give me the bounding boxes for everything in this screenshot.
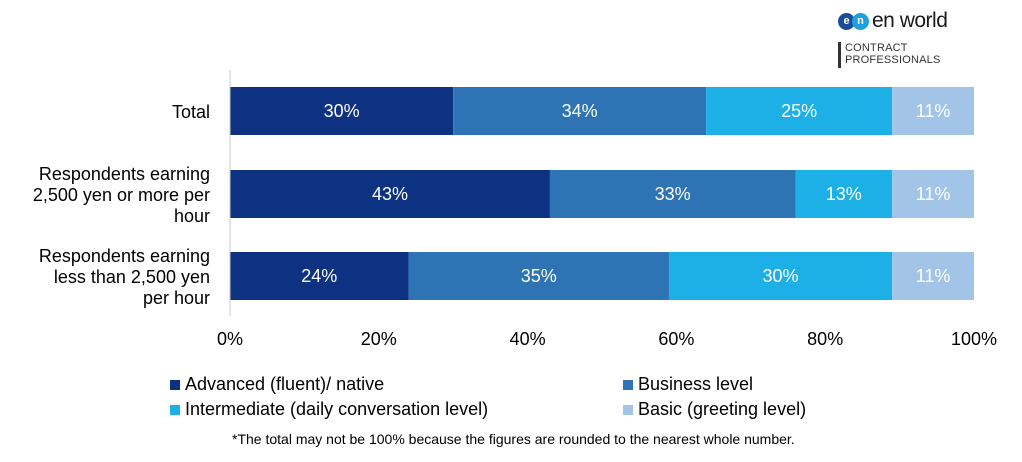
x-tick-label-4: 60% bbox=[658, 329, 694, 349]
legend-label-intermediate: Intermediate (daily conversation level) bbox=[185, 399, 489, 419]
data-label-1-series-4: 11% bbox=[916, 101, 951, 121]
data-label-1-series-3: 25% bbox=[781, 101, 817, 121]
x-tick-label-3: 40% bbox=[510, 329, 546, 349]
data-label-2-series-1: 43% bbox=[372, 184, 408, 204]
category-label-1-line-1: Total bbox=[172, 102, 210, 122]
logo-divider bbox=[838, 42, 841, 68]
category-label-2-line-1: Respondents earning bbox=[39, 164, 210, 184]
legend-swatch-intermediate bbox=[170, 404, 180, 415]
legend-swatch-advanced bbox=[170, 379, 180, 390]
x-tick-label-2: 20% bbox=[361, 329, 397, 349]
data-label-2-series-2: 33% bbox=[655, 184, 691, 204]
brand-logo: e n en world CONTRACT PROFESSIONALS bbox=[838, 8, 1008, 72]
bar-3-series-2 bbox=[408, 252, 669, 300]
logo-mark-letter-1: e bbox=[838, 12, 855, 30]
data-label-3-series-4: 11% bbox=[916, 266, 951, 286]
legend-label-advanced: Advanced (fluent)/ native bbox=[185, 374, 385, 394]
data-label-3-series-2: 35% bbox=[521, 266, 557, 286]
bar-3-series-3 bbox=[668, 252, 893, 300]
data-label-3-series-1: 24% bbox=[301, 266, 337, 286]
bar-2-series-2 bbox=[549, 170, 796, 218]
bar-1-series-3 bbox=[706, 87, 893, 135]
logo-subtitle-line-1: CONTRACT bbox=[845, 42, 908, 54]
bar-3-series-4 bbox=[892, 252, 974, 300]
logo-mark-icon: e n bbox=[838, 12, 869, 30]
x-tick-label-5: 80% bbox=[807, 329, 843, 349]
category-label-3-line-3: per hour bbox=[143, 288, 210, 308]
data-label-2-series-3: 13% bbox=[826, 184, 862, 204]
legend-item-advanced: Advanced (fluent)/ native bbox=[170, 374, 384, 395]
bar-3-series-1 bbox=[230, 252, 409, 300]
x-tick-label-1: 0% bbox=[217, 329, 243, 349]
x-tick-label-6: 100% bbox=[951, 329, 997, 349]
legend-item-business: Business level bbox=[623, 374, 753, 395]
legend-item-basic: Basic (greeting level) bbox=[623, 399, 806, 420]
category-label-3-line-2: less than 2,500 yen bbox=[54, 267, 210, 287]
bar-1-series-4 bbox=[892, 87, 974, 135]
bar-2-series-3 bbox=[795, 170, 893, 218]
data-label-2-series-4: 11% bbox=[916, 184, 951, 204]
logo-subtitle-line-2: PROFESSIONALS bbox=[845, 54, 941, 66]
bar-2-series-4 bbox=[892, 170, 974, 218]
data-label-1-series-2: 34% bbox=[562, 101, 598, 121]
footnote: *The total may not be 100% because the f… bbox=[232, 431, 795, 447]
bar-2-series-1 bbox=[230, 170, 550, 218]
legend-label-business: Business level bbox=[638, 374, 754, 394]
legend-item-intermediate: Intermediate (daily conversation level) bbox=[170, 399, 488, 420]
data-label-1-series-1: 30% bbox=[324, 101, 360, 121]
category-label-2-line-2: 2,500 yen or more per bbox=[33, 185, 210, 205]
logo-text: en world bbox=[872, 9, 948, 32]
category-label-3-line-1: Respondents earning bbox=[39, 246, 210, 266]
legend-swatch-business bbox=[623, 379, 633, 390]
legend-swatch-basic bbox=[623, 404, 633, 415]
category-label-2-line-3: hour bbox=[174, 206, 210, 226]
data-label-3-series-3: 30% bbox=[763, 266, 799, 286]
legend-label-basic: Basic (greeting level) bbox=[638, 399, 807, 419]
bar-1-series-1 bbox=[230, 87, 454, 135]
bar-1-series-2 bbox=[453, 87, 707, 135]
logo-mark-letter-2: n bbox=[852, 12, 869, 30]
